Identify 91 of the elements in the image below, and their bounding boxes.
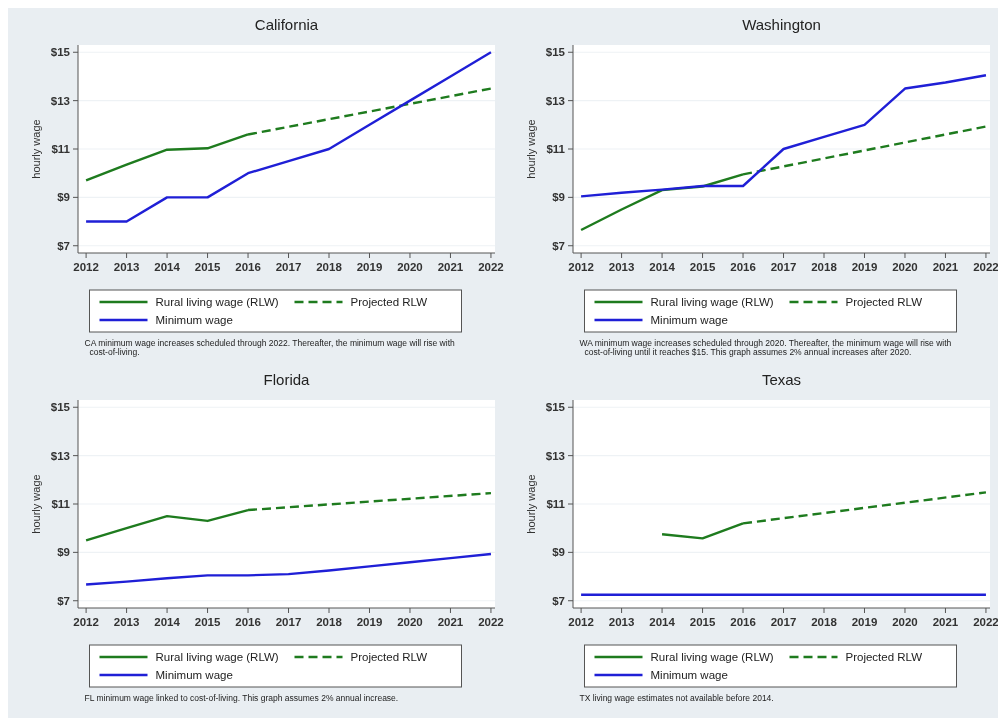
x-tick-label: 2012: [73, 261, 99, 273]
chart-title: Washington: [742, 16, 821, 33]
x-tick-label: 2017: [275, 261, 302, 273]
chart-title: California: [254, 16, 319, 33]
x-tick-label: 2019: [851, 261, 878, 273]
text: FL minimum wage linked to cost-of-living. This graph assumes 2% annual increase.: [84, 693, 399, 703]
y-axis-title: hourly wage: [30, 119, 42, 179]
x-tick-label: 2014: [649, 261, 676, 273]
legend-label: Projected RLW: [350, 651, 428, 664]
x-tick-label: 2022: [478, 261, 504, 273]
y-tick-label: $15: [50, 46, 71, 59]
x-tick-label: 2016: [730, 616, 756, 628]
x-tick-label: 2016: [235, 261, 261, 273]
line-series: [84, 552, 493, 586]
y-tick-label: $7: [57, 594, 70, 607]
x-tick-label: 2021: [932, 261, 959, 273]
legend-label: Minimum wage: [155, 314, 233, 327]
y-tick-label: $7: [552, 594, 565, 607]
text: CA minimum wage increases scheduled through 2022. Thereafter, the minimum wage will rise with cost-of-living.: [84, 338, 456, 357]
x-tick-label: 2020: [892, 616, 918, 628]
x-tick-label: 2022: [973, 261, 999, 273]
y-tick-label: $13: [545, 94, 565, 107]
x-tick-label: 2019: [851, 616, 878, 628]
x-tick-label: 2019: [356, 616, 383, 628]
legend-label: Rural living wage (RLW): [650, 296, 774, 309]
x-tick-label: 2019: [356, 261, 383, 273]
x-tick-label: 2021: [932, 616, 959, 628]
y-axis-title: hourly wage: [525, 474, 537, 534]
legend-label: Projected RLW: [845, 296, 923, 309]
y-tick-label: $15: [545, 401, 566, 414]
y-tick-label: $9: [57, 191, 70, 204]
x-tick-label: 2021: [437, 261, 464, 273]
text: WA minimum wage increases scheduled through 2020. Thereafter, the minimum wage will rise with cost-of-living until it reaches $15. This graph assumes 2% annual increases after 2020.: [579, 338, 952, 357]
y-tick-label: $15: [50, 401, 71, 414]
x-tick-label: 2012: [73, 616, 99, 628]
legend-label: Rural living wage (RLW): [155, 296, 279, 309]
line-series: [84, 51, 493, 223]
y-tick-label: $9: [552, 191, 565, 204]
legend-label: Minimum wage: [650, 314, 728, 327]
line-series: [579, 74, 988, 198]
x-tick-label: 2014: [154, 261, 181, 273]
text: TX living wage estimates not available before 2014.: [579, 693, 774, 703]
x-tick-label: 2013: [113, 261, 140, 273]
x-tick-label: 2021: [437, 616, 464, 628]
y-tick-label: $7: [552, 239, 565, 252]
legend-label: Projected RLW: [845, 651, 923, 664]
x-tick-label: 2015: [194, 261, 221, 273]
y-tick-label: $15: [545, 46, 566, 59]
x-tick-label: 2013: [113, 616, 140, 628]
x-tick-label: 2018: [811, 616, 838, 628]
legend-label: Minimum wage: [650, 669, 728, 682]
x-tick-label: 2017: [275, 616, 302, 628]
y-tick-label: $11: [546, 143, 566, 156]
x-tick-label: 2017: [770, 616, 797, 628]
legend-label: Rural living wage (RLW): [155, 651, 279, 664]
y-tick-label: $11: [51, 498, 71, 511]
x-tick-label: 2016: [235, 616, 261, 628]
y-axis-title: hourly wage: [30, 474, 42, 534]
y-tick-label: $13: [50, 94, 70, 107]
legend-label: Projected RLW: [350, 296, 428, 309]
x-tick-label: 2012: [568, 616, 594, 628]
x-tick-label: 2015: [689, 261, 716, 273]
x-tick-label: 2018: [316, 261, 343, 273]
x-tick-label: 2018: [316, 616, 343, 628]
x-tick-label: 2016: [730, 261, 756, 273]
x-tick-label: 2015: [194, 616, 221, 628]
chart-title: Florida: [263, 371, 311, 388]
legend-label: Minimum wage: [155, 669, 233, 682]
y-axis-title: hourly wage: [525, 119, 537, 179]
y-tick-label: $9: [57, 546, 70, 559]
x-tick-label: 2020: [892, 261, 918, 273]
x-tick-label: 2022: [478, 616, 504, 628]
y-tick-label: $13: [545, 449, 565, 462]
y-tick-label: $13: [50, 449, 70, 462]
y-tick-label: $11: [546, 498, 566, 511]
x-tick-label: 2012: [568, 261, 594, 273]
x-tick-label: 2020: [397, 261, 423, 273]
x-tick-label: 2015: [689, 616, 716, 628]
x-tick-label: 2013: [608, 616, 635, 628]
y-tick-label: $11: [51, 143, 71, 156]
x-tick-label: 2020: [397, 616, 423, 628]
x-tick-label: 2017: [770, 261, 797, 273]
y-tick-label: $9: [552, 546, 565, 559]
x-tick-label: 2022: [973, 616, 999, 628]
x-tick-label: 2014: [154, 616, 181, 628]
y-tick-label: $7: [57, 239, 70, 252]
x-tick-label: 2013: [608, 261, 635, 273]
legend-label: Rural living wage (RLW): [650, 651, 774, 664]
chart-title: Texas: [761, 371, 802, 388]
x-tick-label: 2018: [811, 261, 838, 273]
x-tick-label: 2014: [649, 616, 676, 628]
